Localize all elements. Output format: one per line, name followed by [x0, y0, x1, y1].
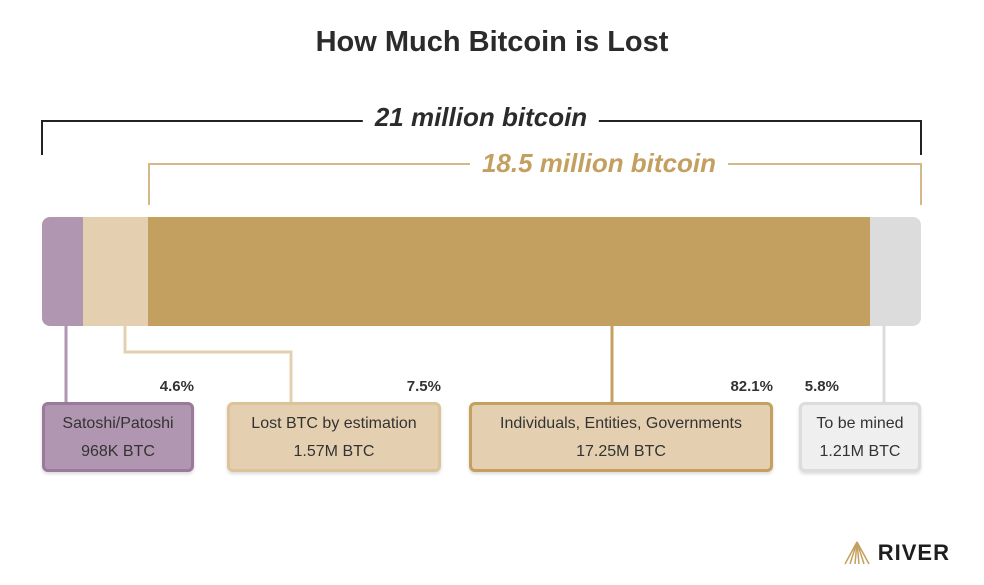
connector-lost	[123, 326, 293, 402]
segment-amount: 1.21M BTC	[819, 443, 901, 460]
brand-name: RIVER	[877, 540, 950, 565]
segment-name: To be mined	[816, 415, 904, 432]
stacked-bar	[42, 0, 922, 585]
chart-title: How Much Bitcoin is Lost	[315, 26, 669, 58]
percent-label: 82.1%	[730, 378, 773, 395]
bar-segment-individuals	[148, 217, 871, 326]
segment-amount: 1.57M BTC	[293, 443, 375, 460]
segment-box-to-be-mined: To be mined 1.21M BTC	[799, 402, 921, 472]
segment-box-individuals: Individuals, Entities, Governments 17.25…	[469, 402, 773, 472]
segment-amount: 17.25M BTC	[576, 443, 666, 460]
segment-name: Individuals, Entities, Governments	[500, 415, 742, 432]
segment-box-satoshi: Satoshi/Patoshi 968K BTC	[42, 402, 194, 472]
river-logo-icon	[844, 541, 870, 565]
percent-label: 7.5%	[406, 378, 441, 395]
percent-label: 4.6%	[159, 378, 194, 395]
segment-name: Lost BTC by estimation	[251, 415, 417, 432]
total-label: 21 million bitcoin	[362, 102, 600, 133]
segment-amount: 968K BTC	[81, 443, 155, 460]
bar-segment-to-be-mined	[870, 217, 922, 326]
segment-name: Satoshi/Patoshi	[62, 415, 174, 432]
percent-label: 5.8%	[804, 378, 839, 395]
bar-segment-lost	[82, 217, 149, 326]
river-logo: RIVER	[844, 540, 950, 566]
bar-segment-satoshi	[42, 217, 84, 326]
mined-label: 18.5 million bitcoin	[469, 148, 729, 179]
segment-box-lost: Lost BTC by estimation 1.57M BTC	[227, 402, 441, 472]
